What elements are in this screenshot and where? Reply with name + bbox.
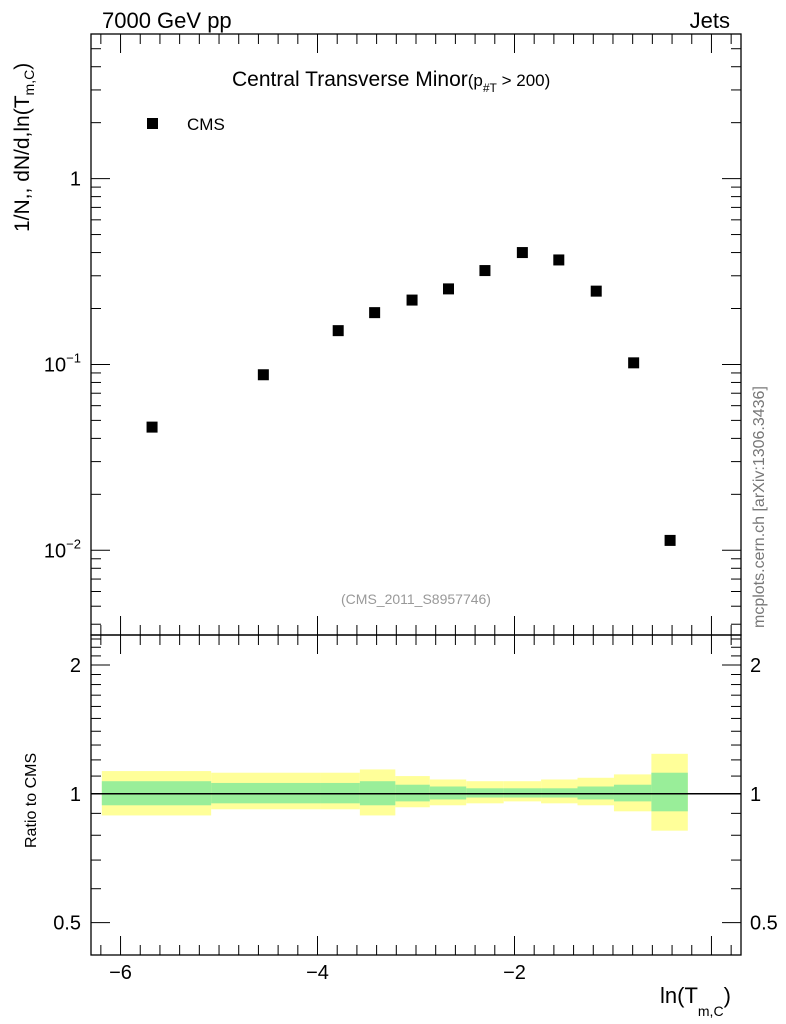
- data-point: [406, 294, 418, 306]
- ratio-y-tick-label-right: 0.5: [750, 913, 778, 935]
- data-point: [553, 254, 565, 266]
- data-point: [257, 369, 269, 381]
- data-point: [332, 325, 344, 337]
- data-point: [369, 307, 381, 319]
- header-process: Jets: [689, 8, 730, 33]
- ratio-band-inner-bin: [429, 786, 467, 800]
- ratio-band-inner-bin: [541, 788, 578, 798]
- x-tick-label: −4: [306, 962, 329, 984]
- main-y-tick-label: 10−1: [44, 350, 81, 376]
- x-axis-label: ln(Tm,C): [660, 983, 731, 1019]
- x-tick-label: −6: [109, 962, 132, 984]
- ratio-bands: [101, 753, 688, 831]
- data-point: [516, 247, 528, 259]
- data-point: [479, 265, 491, 277]
- x-tick-label: −2: [503, 962, 526, 984]
- ratio-y-tick-label-left: 2: [70, 655, 81, 677]
- legend-label: CMS: [187, 115, 225, 134]
- analysis-id: (CMS_2011_S8957746): [341, 591, 491, 607]
- data-point: [443, 283, 454, 295]
- header-energy: 7000 GeV pp: [102, 8, 232, 33]
- ratio-band-inner-bin: [503, 788, 542, 798]
- main-y-tick-label: 10−2: [44, 536, 81, 562]
- ratio-y-tick-label-left: 1: [70, 784, 81, 806]
- main-y-tick-label: 1: [70, 169, 81, 191]
- data-markers: [146, 247, 676, 546]
- ratio-y-tick-label-right: 1: [750, 784, 761, 806]
- ratio-band-inner-bin: [466, 788, 504, 798]
- ratio-y-tick-label-left: 0.5: [53, 913, 81, 935]
- ratio-y-tick-label-right: 2: [750, 655, 761, 677]
- data-point: [664, 534, 676, 546]
- data-point: [146, 421, 158, 433]
- legend-marker: [147, 118, 158, 129]
- ratio-band-inner-bin: [577, 786, 614, 800]
- data-point: [628, 357, 640, 369]
- watermark: mcplots.cern.ch [arXiv:1306.3436]: [751, 386, 768, 628]
- ratio-band-inner-bin: [651, 772, 688, 812]
- ratio-y-axis-label: Ratio to CMS: [23, 753, 40, 848]
- main-y-axis-label: 1/N,, dN/d,ln(Tm,C): [11, 63, 37, 232]
- axis-ticks: −6 −4 −2 1 10−1 10−2 0.5 0.5 1 1 2 2: [44, 33, 778, 984]
- chart-title: Central Transverse Minor(p#T > 200): [232, 68, 550, 95]
- data-point: [590, 285, 602, 297]
